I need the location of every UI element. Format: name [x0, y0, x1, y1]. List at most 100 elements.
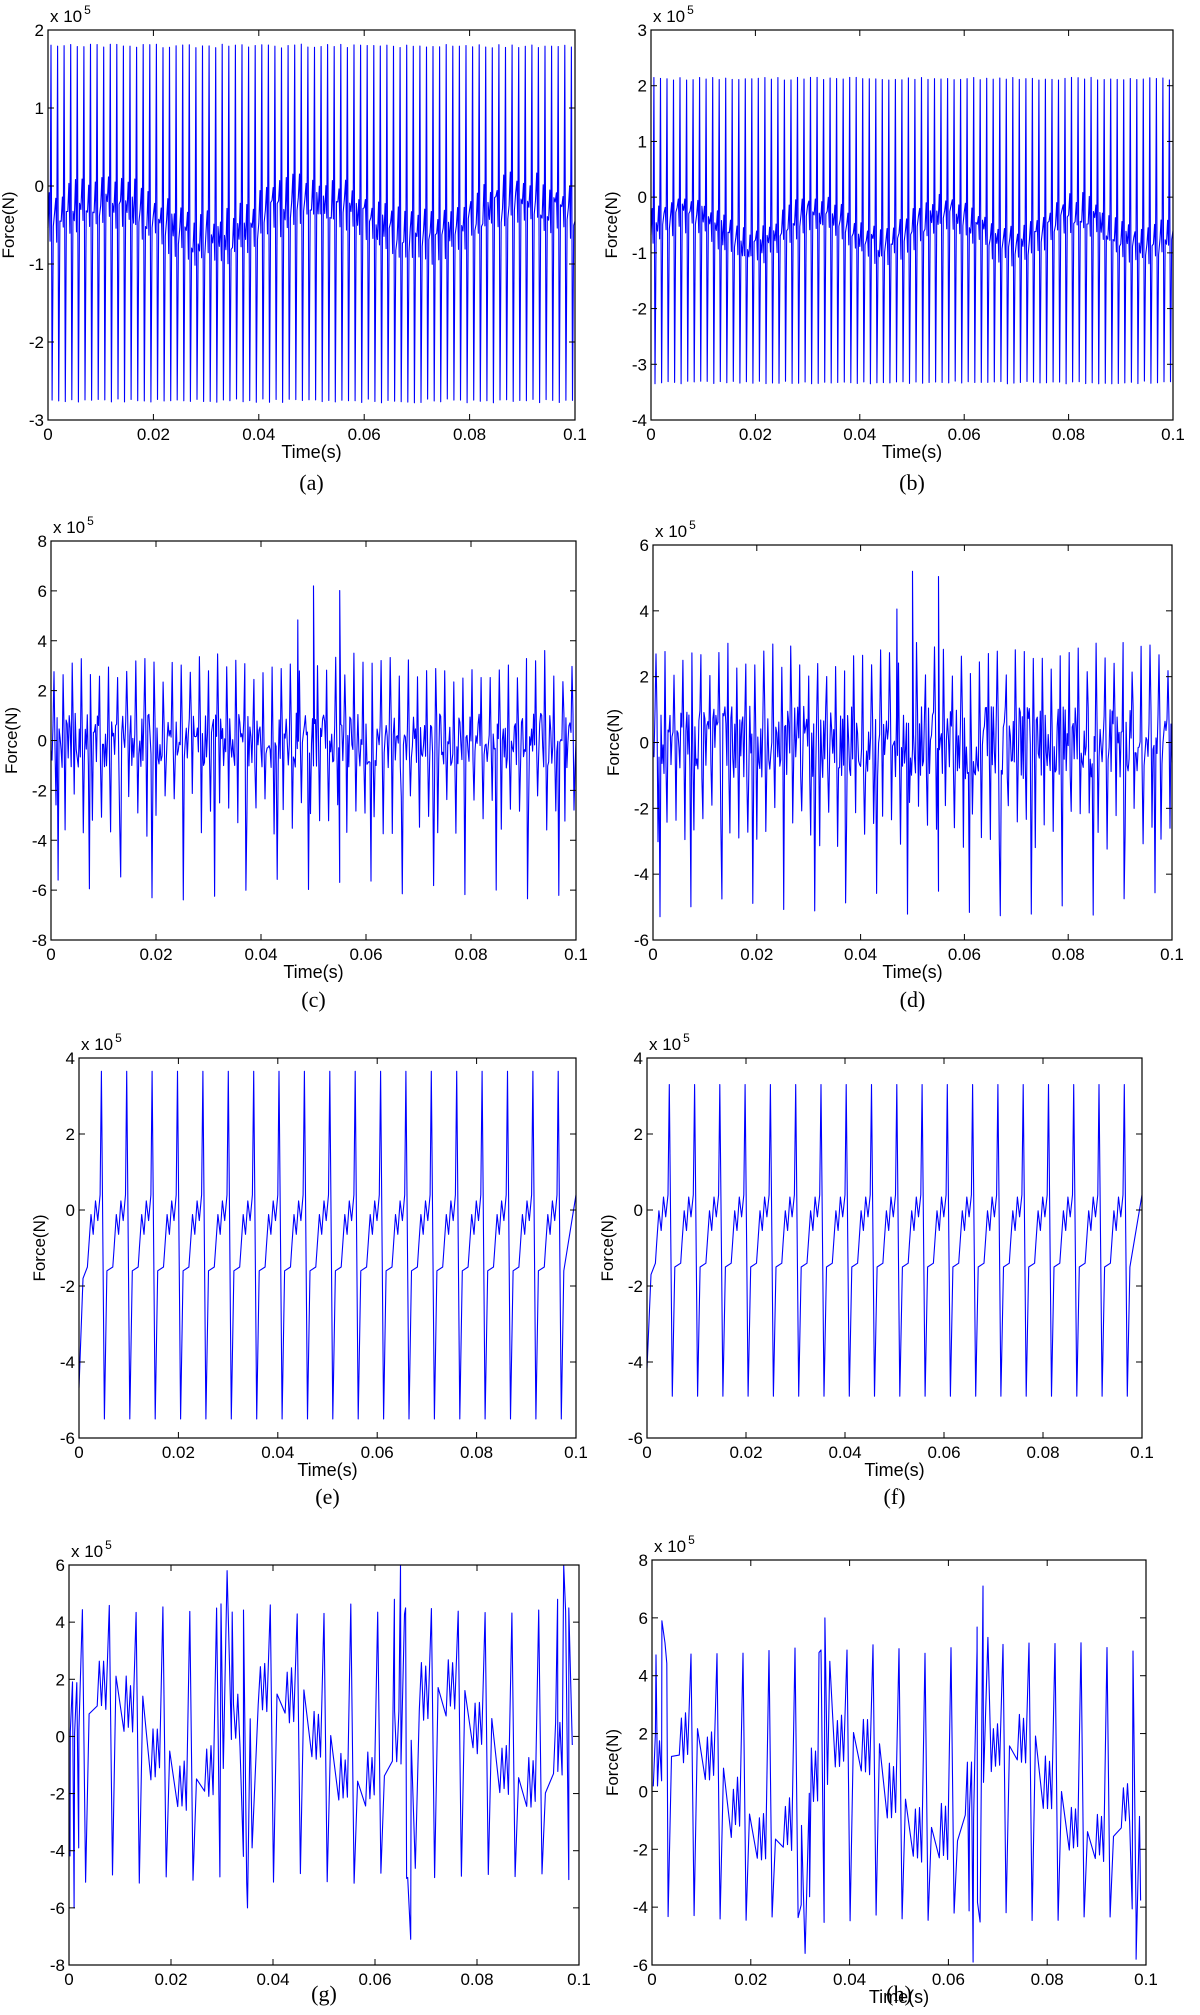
y-tick-label: 2 [38, 682, 47, 701]
x-tick-label: 0.02 [739, 425, 772, 444]
y-tick-label: -6 [633, 1956, 648, 1975]
y-tick-label: 6 [56, 1556, 65, 1575]
y-tick-label: 4 [634, 1049, 643, 1068]
y-tick-label: 4 [639, 1667, 648, 1686]
x-tick-label: 0.02 [139, 945, 172, 964]
y-tick-label: 1 [638, 132, 647, 151]
y-tick-label: -4 [32, 831, 47, 850]
chart-panel: 0 0.02 0.04 0.06 0.08 0.1 -6 -4 -2 0 2 4 x 10 5 Time(s… [598, 1031, 1154, 1509]
x-tick-label: 0 [46, 945, 55, 964]
chart-panel: 0 0.02 0.04 0.06 0.08 0.1 -8 -6 -4 -2 0 2 4 6 x 10 5 (g) [50, 1538, 591, 2006]
chart-panel: 0 0.02 0.04 0.06 0.08 0.1 -6 -4 -2 0 2 4 6 8 x 10 5 Time… [603, 1533, 1158, 2007]
y-tick-label: 4 [640, 602, 649, 621]
y-scale-factor: x 10 5 [53, 514, 94, 537]
x-axis-label: Time(s) [297, 1460, 357, 1480]
y-tick-label: -2 [632, 300, 647, 319]
x-tick-label: 0.04 [261, 1443, 294, 1462]
y-tick-label: 0 [634, 1201, 643, 1220]
y-tick-label: -4 [632, 411, 647, 430]
x-tick-label: 0.04 [844, 945, 877, 964]
x-tick-label: 0.1 [563, 425, 587, 444]
chart-panel: 0 0.02 0.04 0.06 0.08 0.1 -8 -6 -4 -2 0 2 4 6 8 x 10 5 Ti… [2, 514, 588, 1012]
y-tick-label: -6 [60, 1429, 75, 1448]
y-tick-label: 8 [38, 532, 47, 551]
y-tick-label: -2 [50, 1785, 65, 1804]
x-tick-label: 0.04 [833, 1970, 866, 1989]
x-tick-label: 0 [43, 425, 52, 444]
y-tick-label: 2 [56, 1670, 65, 1689]
x-tick-label: 0.06 [948, 945, 981, 964]
x-tick-label: 0.06 [927, 1443, 960, 1462]
y-tick-label: 0 [35, 177, 44, 196]
y-tick-label: 0 [66, 1201, 75, 1220]
y-tick-label: -4 [50, 1842, 65, 1861]
y-tick-label: -4 [60, 1353, 75, 1372]
x-tick-label: 0 [646, 425, 655, 444]
y-axis-label: Force(N) [2, 707, 21, 774]
x-tick-label: 0 [74, 1443, 83, 1462]
x-tick-label: 0.02 [740, 945, 773, 964]
series-line [50, 585, 577, 901]
y-tick-label: -4 [633, 1898, 648, 1917]
x-tick-label: 0.06 [948, 425, 981, 444]
x-tick-label: 0.06 [348, 425, 381, 444]
y-tick-label: -2 [634, 799, 649, 818]
x-tick-label: 0.08 [1026, 1443, 1059, 1462]
x-axis-label: Time(s) [882, 442, 942, 462]
panel-caption: (f) [884, 1484, 906, 1509]
x-axis-label: Time(s) [882, 962, 942, 982]
chart-panel: 0 0.02 0.04 0.06 0.08 0.1 -4 -3 -2 -1 0 1 2 3 x 10 5 Tim… [602, 3, 1185, 495]
panel-caption: (c) [301, 987, 325, 1012]
y-tick-label: 0 [639, 1782, 648, 1801]
x-tick-label: 0.08 [1031, 1970, 1064, 1989]
x-axis-label: Time(s) [864, 1460, 924, 1480]
y-tick-label: -6 [634, 931, 649, 950]
y-tick-label: -2 [633, 1840, 648, 1859]
y-tick-label: 2 [638, 77, 647, 96]
plot-frame [68, 1564, 580, 1966]
x-tick-label: 0.06 [361, 1443, 394, 1462]
series-line [78, 1070, 577, 1420]
chart-panel: 0 0.02 0.04 0.06 0.08 0.1 -6 -4 -2 0 2 4 6 x 10 5 Time(… [604, 518, 1184, 1012]
series-line [47, 43, 576, 404]
x-tick-label: 0 [648, 945, 657, 964]
chart-panel: 0 0.02 0.04 0.06 0.08 0.1 -3 -2 -1 0 1 2 x 10 5 Time(s… [0, 3, 587, 495]
plot-frame [47, 29, 576, 421]
x-tick-label: 0.08 [453, 425, 486, 444]
y-tick-label: -4 [634, 865, 649, 884]
x-tick-label: 0.02 [137, 425, 170, 444]
y-tick-label: -6 [628, 1429, 643, 1448]
x-axis-label: Time(s) [283, 962, 343, 982]
y-tick-label: -3 [29, 411, 44, 430]
y-tick-label: 2 [66, 1125, 75, 1144]
y-scale-factor: x 10 5 [81, 1031, 122, 1054]
y-tick-label: -2 [628, 1277, 643, 1296]
y-axis-label: Force(N) [602, 191, 621, 258]
y-scale-factor: x 10 5 [654, 1533, 695, 1556]
y-tick-label: -4 [628, 1353, 643, 1372]
y-scale-factor: x 10 5 [653, 3, 694, 26]
y-tick-label: 0 [56, 1727, 65, 1746]
x-tick-label: 0 [647, 1970, 656, 1989]
x-axis-label: Time(s) [869, 1987, 929, 2007]
x-tick-label: 0.08 [1052, 945, 1085, 964]
y-tick-label: -1 [632, 244, 647, 263]
x-tick-label: 0.08 [460, 1970, 493, 1989]
x-axis-label: Time(s) [281, 442, 341, 462]
y-axis-label: Force(N) [598, 1214, 617, 1281]
series-line [646, 1084, 1143, 1397]
x-tick-label: 0.1 [564, 945, 588, 964]
x-tick-label: 0.02 [162, 1443, 195, 1462]
panel-caption: (e) [315, 1484, 339, 1509]
x-tick-label: 0 [64, 1970, 73, 1989]
y-tick-label: 2 [634, 1125, 643, 1144]
y-axis-label: Force(N) [603, 1729, 622, 1796]
x-tick-label: 0.08 [460, 1443, 493, 1462]
y-tick-label: 6 [640, 536, 649, 555]
y-tick-label: -8 [32, 931, 47, 950]
x-tick-label: 0.1 [567, 1970, 591, 1989]
x-tick-label: 0.08 [1052, 425, 1085, 444]
x-tick-label: 0.04 [843, 425, 876, 444]
x-tick-label: 0.02 [729, 1443, 762, 1462]
